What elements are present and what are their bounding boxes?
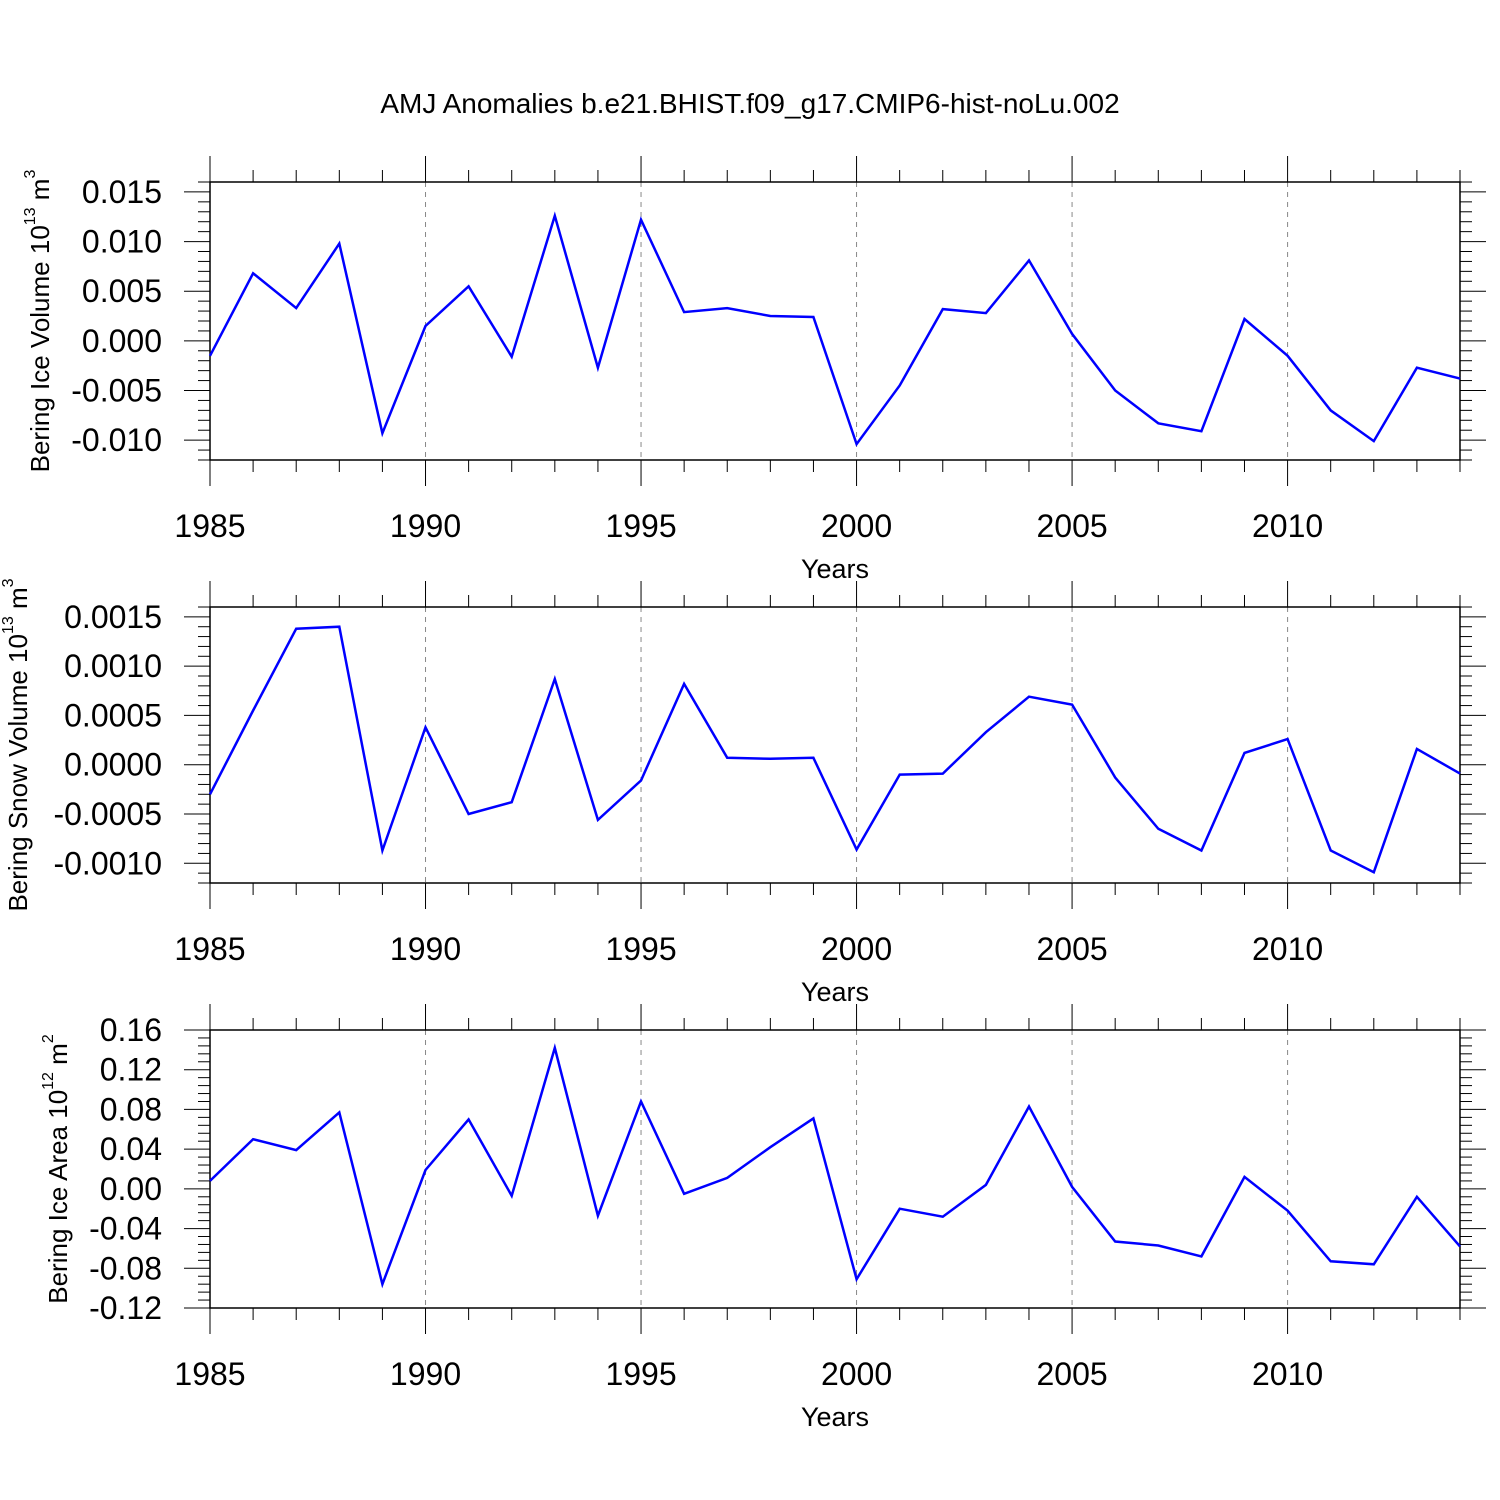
x-tick-label: 2010 — [1252, 1356, 1323, 1392]
y-axis-title: Bering Ice Area 1012 m2 — [40, 1034, 73, 1304]
x-tick-label: 1990 — [390, 508, 461, 544]
x-tick-label: 2010 — [1252, 931, 1323, 967]
y-axis-title-superscript: 3 — [0, 578, 17, 587]
y-axis-title: Bering Snow Volume 1013 m3 — [0, 578, 33, 911]
y-axis-title-superscript: 3 — [22, 170, 39, 179]
x-tick-label: 1990 — [390, 1356, 461, 1392]
y-tick-label: 0.005 — [82, 273, 162, 309]
y-tick-label: 0.0005 — [64, 697, 162, 733]
y-tick-label: -0.0005 — [53, 796, 162, 832]
y-tick-label: 0.010 — [82, 224, 162, 260]
y-tick-label: 0.04 — [100, 1131, 162, 1167]
series-line — [208, 211, 1461, 447]
x-tick-label: 2000 — [821, 508, 892, 544]
y-axis-title-part: Bering Ice Volume 10 — [25, 225, 55, 472]
y-axis-title-part: m — [3, 587, 33, 616]
y-tick-label: 0.0000 — [64, 747, 162, 783]
plot-frame — [209, 1029, 1461, 1309]
y-axis-title-part: Bering Ice Area 10 — [43, 1090, 73, 1304]
y-tick-label: 0.16 — [100, 1012, 162, 1048]
x-tick-label: 2000 — [821, 931, 892, 967]
y-tick-label: 0.00 — [100, 1171, 162, 1207]
chart-panel-3: 1985 1990 1995 2000 2005 2010 Years -0.12 -0.08-… — [40, 1004, 1486, 1432]
x-tick-label: 1985 — [174, 931, 245, 967]
x-tick-label: 2010 — [1252, 508, 1323, 544]
x-tick-label: 1985 — [174, 508, 245, 544]
y-axis-title-superscript: 13 — [22, 207, 39, 225]
chart-panel-1: 1985 1990 1995 2000 2005 2010 Years -0.010 -0.00… — [22, 156, 1486, 584]
y-tick-label: -0.005 — [71, 373, 162, 409]
y-tick-label: 0.015 — [82, 174, 162, 210]
y-tick-label: -0.12 — [89, 1290, 162, 1326]
series-line — [209, 1043, 1461, 1289]
y-tick-label: 0.0010 — [64, 648, 162, 684]
y-axis-title-part: m — [25, 179, 55, 208]
x-tick-label: 2005 — [1036, 508, 1107, 544]
x-axis-title: Years — [801, 554, 869, 584]
y-tick-label: -0.04 — [89, 1211, 162, 1247]
y-tick-label: 0.000 — [82, 323, 162, 359]
y-axis-title-superscript: 12 — [40, 1072, 57, 1090]
x-tick-label: 1990 — [390, 931, 461, 967]
y-tick-label: -0.0010 — [53, 845, 162, 881]
chart-panel-2: 1985 1990 1995 2000 2005 2010 Years -0.0010 -0.0… — [0, 578, 1486, 1007]
x-tick-label: 1995 — [605, 1356, 676, 1392]
y-axis-title-part: Bering Snow Volume 10 — [3, 634, 33, 912]
y-tick-label: -0.010 — [71, 422, 162, 458]
x-tick-label: 2000 — [821, 1356, 892, 1392]
x-tick-label: 2005 — [1036, 1356, 1107, 1392]
y-axis-title-part: m — [43, 1043, 73, 1072]
y-tick-label: 0.0015 — [64, 599, 162, 635]
page-title: AMJ Anomalies b.e21.BHIST.f09_g17.CMIP6-… — [380, 88, 1120, 119]
y-tick-label: 0.08 — [100, 1091, 162, 1127]
plot-frame — [209, 181, 1461, 461]
x-tick-label: 1995 — [605, 931, 676, 967]
y-axis-title-superscript: 13 — [0, 616, 17, 634]
x-tick-label: 2005 — [1036, 931, 1107, 967]
series-line — [208, 625, 1461, 874]
x-tick-label: 1985 — [174, 1356, 245, 1392]
x-axis-title: Years — [801, 977, 869, 1007]
y-axis-title-superscript: 2 — [40, 1034, 57, 1043]
x-tick-label: 1995 — [605, 508, 676, 544]
y-tick-label: -0.08 — [89, 1250, 162, 1286]
x-axis-title: Years — [801, 1402, 869, 1432]
y-tick-label: 0.12 — [100, 1052, 162, 1088]
y-axis-title: Bering Ice Volume 1013 m3 — [22, 170, 55, 473]
